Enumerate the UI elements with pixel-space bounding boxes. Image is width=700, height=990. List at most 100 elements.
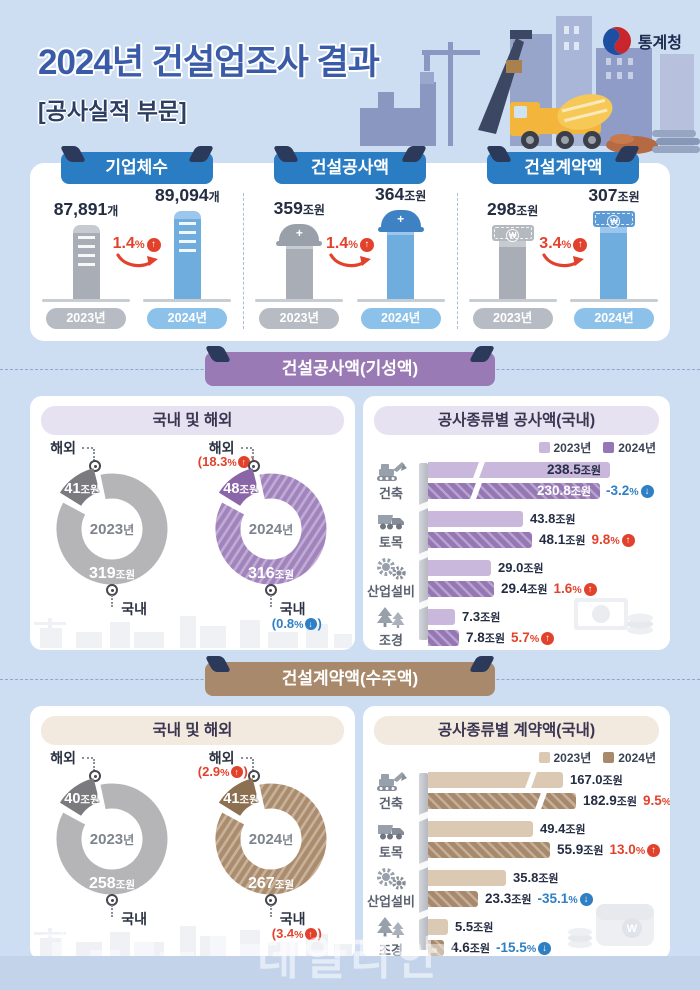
- bar-value: 29.0조원: [498, 559, 544, 575]
- category-label: 조경: [379, 942, 403, 958]
- panel-construction-domestic-overseas: 국내 및 해외 해외 41조원 2023년 319조원: [30, 396, 355, 650]
- panel-title: 공사종류별 공사액(국내): [374, 406, 659, 435]
- change-badge: -15.5% ↓: [496, 939, 552, 957]
- bar-2024: [428, 580, 494, 597]
- panel-title: 국내 및 해외: [41, 406, 344, 435]
- bar-2024: [428, 790, 576, 811]
- bar-2023: 238.5조원: [428, 459, 610, 480]
- bar-group-industrial: 산업설비 29.0조원 29.4조원 1.6% ↑: [367, 557, 664, 599]
- callout-marker: [247, 460, 260, 472]
- excavator-icon: [377, 771, 407, 791]
- gears-icon: [377, 867, 406, 890]
- building-pillar-icon: [72, 225, 100, 299]
- donut-year: 2023년: [90, 521, 134, 538]
- change-percent: 1.4% ↑: [326, 235, 374, 274]
- page-subtitle: [공사실적 부문]: [38, 98, 187, 124]
- up-arrow-icon: ↑: [647, 843, 661, 857]
- overseas-label: 해외: [50, 440, 77, 456]
- bar-value: 5.5조원: [455, 918, 494, 934]
- pillar-2024: 364조원 + 2024년: [355, 184, 447, 329]
- up-arrow-icon: ↑: [541, 631, 555, 645]
- bar-2023: [428, 820, 533, 837]
- bar-2024: [428, 531, 532, 548]
- legend-item: 2024년: [603, 439, 656, 456]
- donut-chart-2024: 해외 (18.3%↑) 48조원 2024년 316조원 국내 (0.8%↓): [196, 438, 348, 640]
- bar-group-building: 건축 167.0조원 182.9조원 9.5%↑: [367, 769, 670, 811]
- up-arrow-icon: ↑: [304, 928, 317, 940]
- value-label: 359조원: [273, 198, 325, 218]
- bar-group-landscaping: 조경 7.3조원 7.8조원 5.7% ↑: [367, 606, 664, 648]
- donut-overseas-value: 40조원: [65, 791, 100, 807]
- value-label: 298조원: [487, 199, 539, 219]
- helmet-icon: +: [377, 210, 424, 232]
- value-label: 89,094개: [155, 185, 220, 205]
- money-watermark-icon: [574, 598, 653, 635]
- bar-value: 48.1조원: [539, 531, 586, 547]
- change-badge: 13.0% ↑: [610, 841, 661, 859]
- bar-value: 4.6조원: [451, 939, 491, 955]
- legend: 2023년 2024년: [363, 745, 670, 770]
- bar-2023: [428, 559, 491, 576]
- value-label: 307조원: [588, 185, 640, 205]
- category-label: 건축: [379, 485, 403, 501]
- category-label: 토목: [379, 844, 403, 860]
- skyline-watermark: [34, 616, 352, 648]
- change-badge: 9.8% ↑: [592, 531, 635, 549]
- bar-2024: [428, 629, 459, 646]
- domestic-label: 국내: [279, 911, 306, 927]
- bar-2024: 230.8조원: [428, 480, 600, 501]
- up-arrow-icon: ↑: [230, 766, 243, 778]
- donut-domestic-value: 258조원: [89, 875, 135, 892]
- bar-2023: [428, 510, 523, 527]
- excavator-icon: [377, 461, 407, 481]
- down-arrow-icon: ↓: [304, 618, 317, 630]
- pillar-2023: 359조원 + 2023년: [253, 198, 345, 329]
- press-watermark: 데일리안: [257, 933, 443, 984]
- stat-title-ribbon: 기업체수: [60, 152, 213, 184]
- donut-year: 2024년: [249, 831, 293, 848]
- wallet-watermark-icon: W: [568, 904, 654, 948]
- category-label: 건축: [379, 795, 403, 811]
- stat-box-contract-value: 건설계약액 298조원 ₩ 2023년 307조원 ₩ 2024년: [456, 152, 670, 341]
- donut-chart-2023: 해외 41조원 2023년 319조원 국내: [37, 438, 189, 640]
- overseas-label: 해외: [208, 440, 235, 456]
- pillar-2023: 87,891개 2023년: [40, 199, 132, 329]
- trees-icon: [377, 606, 405, 628]
- up-arrow-icon: ↑: [621, 533, 635, 547]
- up-arrow-icon: ↑: [573, 238, 588, 252]
- donut-overseas-value: 41조원: [65, 481, 100, 497]
- panel-construction-by-type: 공사종류별 공사액(국내) 2023년 2024년 건축 238.5조원 230…: [363, 396, 670, 650]
- bar-group-civil: 토목 49.4조원 55.9조원 13.0% ↑: [367, 820, 664, 860]
- bar-2024: [428, 890, 478, 907]
- bar-value: 230.8조원: [536, 482, 591, 498]
- donut-chart-2023: 해외 40조원 2023년 258조원 국내: [37, 748, 189, 950]
- overseas-change: (2.9% ↑): [197, 764, 248, 779]
- cash-icon: ₩: [491, 225, 534, 242]
- year-badge: 2024년: [573, 308, 654, 329]
- up-arrow-icon: ↑: [583, 582, 597, 596]
- domestic-label: 국내: [121, 601, 148, 617]
- category-label: 조경: [379, 632, 403, 648]
- helmet-icon: +: [276, 224, 323, 246]
- bar-2023: [428, 608, 455, 625]
- domestic-change: (3.4% ↑): [271, 926, 322, 941]
- bar-group-civil: 토목 43.8조원 48.1조원 9.8% ↑: [367, 510, 664, 550]
- skyline-watermark: [34, 926, 352, 958]
- category-label: 산업설비: [367, 583, 415, 599]
- bar-value: 55.9조원: [557, 841, 604, 857]
- down-arrow-icon: ↓: [640, 484, 654, 498]
- year-badge: 2024년: [147, 308, 228, 329]
- change-percent: 3.4% ↑: [539, 235, 588, 274]
- up-arrow-icon: ↑: [146, 238, 161, 252]
- svg-text:W: W: [627, 923, 638, 935]
- value-label: 87,891개: [53, 199, 119, 219]
- down-arrow-icon: ↓: [538, 941, 552, 955]
- pillar-2024: 307조원 ₩ 2024년: [568, 185, 660, 329]
- bar-group-industrial: 산업설비 35.8조원 23.3조원 -35.1% ↓: [367, 867, 664, 909]
- page-title: 2024년 건설업조사 결과: [38, 43, 380, 82]
- bar-value: 238.5조원: [546, 461, 601, 477]
- bar-2023: [428, 769, 563, 790]
- year-badge: 2023년: [472, 308, 553, 329]
- stat-title-ribbon: 건설계약액: [487, 152, 640, 184]
- bar-group-landscaping: 조경 5.5조원 4.6조원 -15.5% ↓: [367, 916, 664, 958]
